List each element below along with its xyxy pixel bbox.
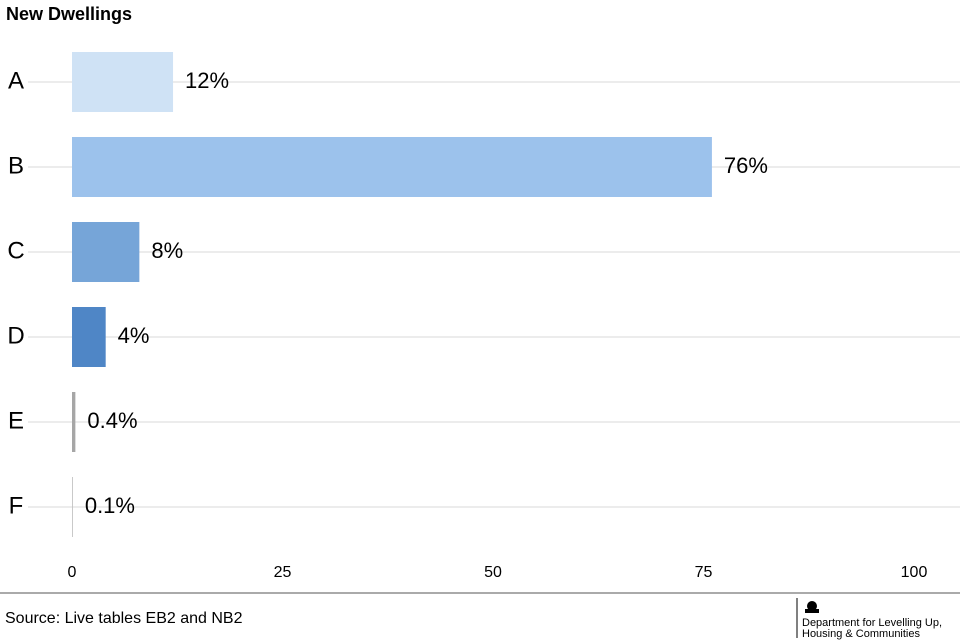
y-tick-label: D — [7, 322, 24, 349]
data-label: 0.1% — [85, 493, 135, 518]
x-tick-label: 0 — [68, 564, 77, 581]
data-label: 8% — [151, 238, 183, 263]
crest — [805, 601, 819, 613]
chart-title: New Dwellings — [6, 4, 132, 24]
bar — [72, 392, 76, 452]
x-tick-label: 25 — [274, 564, 292, 581]
data-label: 76% — [724, 153, 768, 178]
data-label: 4% — [118, 323, 150, 348]
y-tick-label: C — [7, 237, 24, 264]
logo-text: Housing & Communities — [802, 628, 920, 640]
bar — [72, 52, 174, 112]
bar — [72, 222, 140, 282]
y-tick-label: A — [8, 67, 24, 94]
bar — [72, 477, 73, 537]
logo-text: Department for Levelling Up, — [802, 617, 942, 629]
bar — [72, 307, 106, 367]
y-tick-label: B — [8, 152, 24, 179]
source-note: Source: Live tables EB2 and NB2 — [5, 610, 243, 627]
x-tick-label: 50 — [484, 564, 502, 581]
x-tick-label: 75 — [695, 564, 713, 581]
x-tick-label: 100 — [901, 564, 928, 581]
data-label: 12% — [185, 68, 229, 93]
y-tick-label: E — [8, 407, 24, 434]
data-label: 0.4% — [87, 408, 137, 433]
y-tick-label: F — [9, 492, 24, 519]
bar — [72, 137, 712, 197]
